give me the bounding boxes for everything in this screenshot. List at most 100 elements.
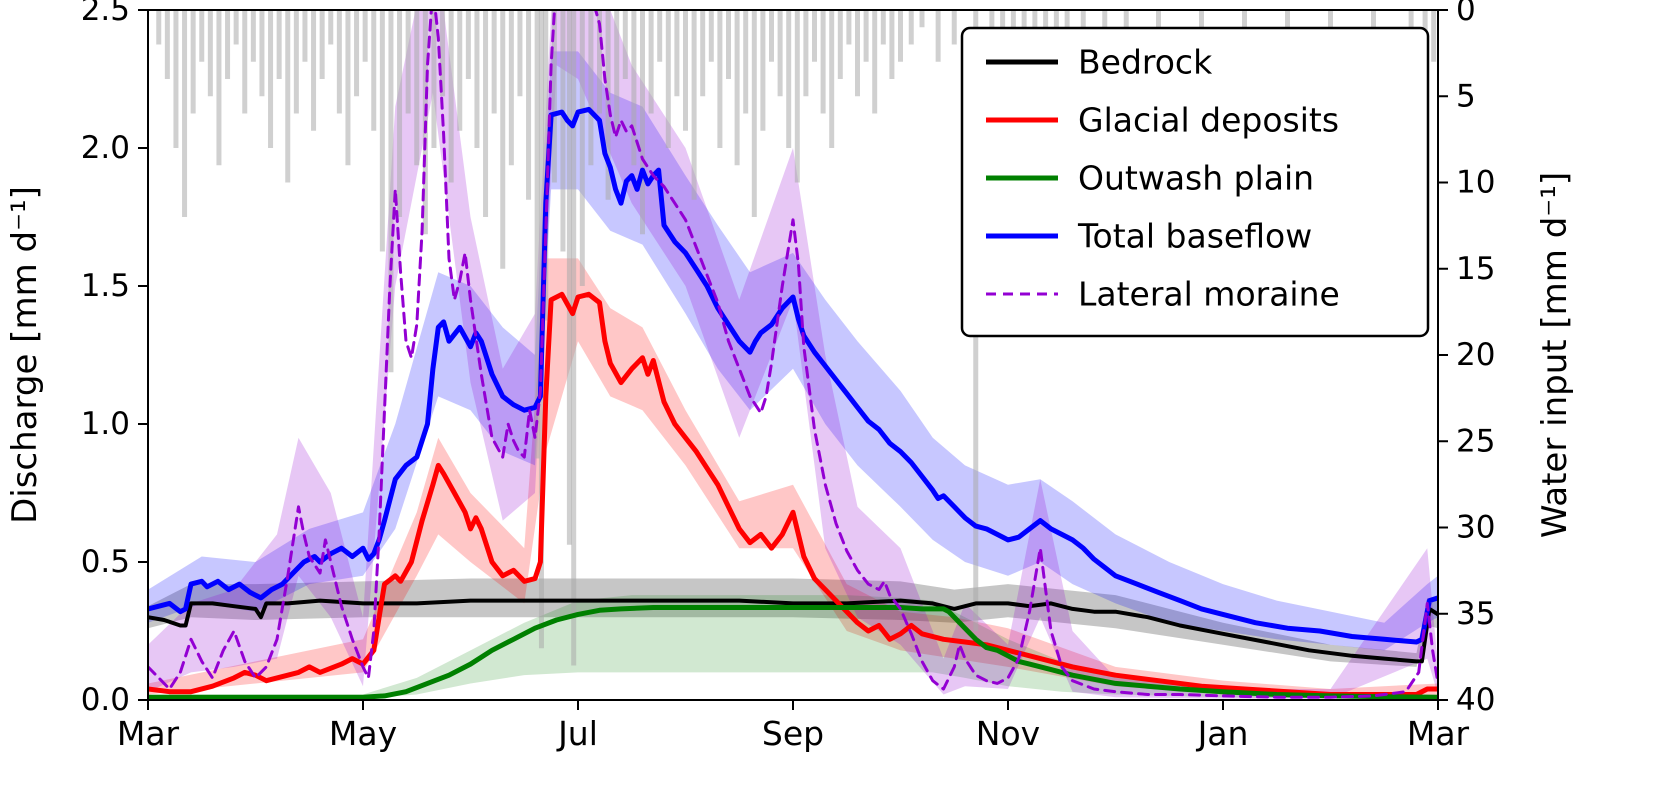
water-input-bar xyxy=(164,10,170,79)
water-input-bar xyxy=(657,10,663,62)
water-input-bar xyxy=(726,10,731,79)
water-input-bar xyxy=(517,10,523,97)
series-outwash-plain-band xyxy=(148,595,1438,699)
legend-item-bedrock: Bedrock xyxy=(986,43,1213,82)
series-lateral-moraine-band xyxy=(148,10,1438,699)
x-tick-label: May xyxy=(329,714,397,753)
water-input-bar xyxy=(242,10,248,114)
legend-item-total-baseflow: Total baseflow xyxy=(986,217,1312,256)
water-input-bar xyxy=(285,10,291,183)
water-input-bar xyxy=(199,10,205,62)
water-input-bar xyxy=(397,10,403,217)
water-input-bar xyxy=(908,10,914,45)
right-tick-label: 25 xyxy=(1456,423,1495,459)
water-input-bar xyxy=(812,10,817,62)
water-input-bar xyxy=(182,10,188,217)
series-lateral-moraine-line xyxy=(148,10,1438,699)
water-input-bar xyxy=(250,10,256,62)
left-tick-label: 0.0 xyxy=(81,682,130,718)
water-input-bar xyxy=(560,10,566,252)
water-input-bar xyxy=(951,10,957,45)
water-input-bar xyxy=(440,10,446,97)
series-glacial-deposits-line xyxy=(148,291,1438,697)
water-input-bar xyxy=(846,10,852,45)
water-input-bar xyxy=(872,10,878,114)
water-input-bar xyxy=(760,10,766,131)
x-tick-label: Nov xyxy=(976,714,1040,753)
legend-box xyxy=(960,26,1430,338)
water-input-bar xyxy=(405,10,411,114)
right-tick-label: 0 xyxy=(1456,0,1476,28)
legend-label-bedrock: Bedrock xyxy=(1078,43,1213,82)
water-input-bar xyxy=(674,10,680,97)
water-input-bar xyxy=(448,10,454,183)
water-input-bar xyxy=(691,10,697,200)
left-tick-label: 0.5 xyxy=(81,544,130,580)
water-input-bar xyxy=(640,10,645,235)
water-input-bar xyxy=(207,10,213,97)
water-input-bar xyxy=(276,10,282,79)
water-input-bar xyxy=(457,10,463,131)
x-tick-label: Mar xyxy=(117,714,180,753)
water-input-bar xyxy=(173,10,179,148)
right-axis: 0 5 10 15 20 25 30 35 40 xyxy=(1438,0,1495,718)
plot-area xyxy=(148,10,1438,700)
legend-item-glacial-deposits: Glacial deposits xyxy=(986,101,1339,140)
water-input-bar xyxy=(700,10,706,97)
x-tick-label: Jan xyxy=(1196,714,1249,753)
left-tick-label: 1.5 xyxy=(81,268,130,304)
water-input-bar xyxy=(708,10,714,62)
water-input-bar xyxy=(751,10,757,217)
water-input-bar xyxy=(880,10,886,45)
water-input-bar xyxy=(648,10,654,114)
legend-item-outwash-plain: Outwash plain xyxy=(986,159,1314,198)
water-input-bar xyxy=(293,10,299,114)
series-outwash-plain-line xyxy=(148,605,1438,700)
water-input-bar xyxy=(1199,10,1204,28)
water-input-bar xyxy=(622,10,628,79)
right-tick-label: 5 xyxy=(1456,78,1476,114)
water-input-bar xyxy=(769,10,774,62)
right-tick-label: 20 xyxy=(1456,337,1495,373)
water-input-bar xyxy=(526,10,532,200)
water-input-bar xyxy=(743,10,749,114)
water-input-bar xyxy=(319,10,325,79)
water-input-bar xyxy=(837,10,843,79)
water-input-bar xyxy=(336,10,342,114)
water-input-bar xyxy=(898,10,903,62)
x-tick-label: Mar xyxy=(1407,714,1470,753)
series-total-baseflow-band xyxy=(148,51,1438,651)
water-input-bar xyxy=(1328,10,1333,28)
legend: Bedrock Glacial deposits Outwash plain Tota… xyxy=(960,26,1430,338)
water-input-bar xyxy=(1431,10,1437,62)
water-input-bar xyxy=(328,10,334,45)
left-tick-label: 2.0 xyxy=(81,130,130,166)
water-input-bar xyxy=(362,10,368,62)
water-input-bar xyxy=(371,10,377,131)
legend-label-outwash-plain: Outwash plain xyxy=(1078,159,1314,198)
series-bedrock-line xyxy=(148,598,1438,664)
right-tick-label: 40 xyxy=(1456,682,1495,718)
water-input-bar xyxy=(820,10,826,114)
water-input-bar xyxy=(889,10,895,79)
legend-label-lateral-moraine: Lateral moraine xyxy=(1078,275,1340,314)
water-input-bar xyxy=(354,10,360,97)
water-input-bar xyxy=(717,10,723,148)
water-input-bar xyxy=(225,10,231,79)
water-input-bar xyxy=(631,10,637,166)
water-input-bar xyxy=(483,10,489,217)
x-tick-label: Jul xyxy=(556,714,598,753)
x-axis: Mar May Jul Sep Nov Jan Mar xyxy=(117,700,1470,753)
water-input-bar xyxy=(786,10,792,148)
water-input-bar xyxy=(829,10,835,148)
left-tick-label: 1.0 xyxy=(81,406,130,442)
water-input-bar xyxy=(233,10,239,45)
water-input-bar xyxy=(683,10,688,131)
water-input-bar xyxy=(500,10,506,269)
water-input-bar xyxy=(551,10,557,183)
left-axis-title: Discharge [mm d⁻¹] xyxy=(5,186,45,524)
water-input-bar xyxy=(508,10,514,166)
water-input-bar xyxy=(794,10,800,183)
water-input-bar xyxy=(431,10,437,148)
